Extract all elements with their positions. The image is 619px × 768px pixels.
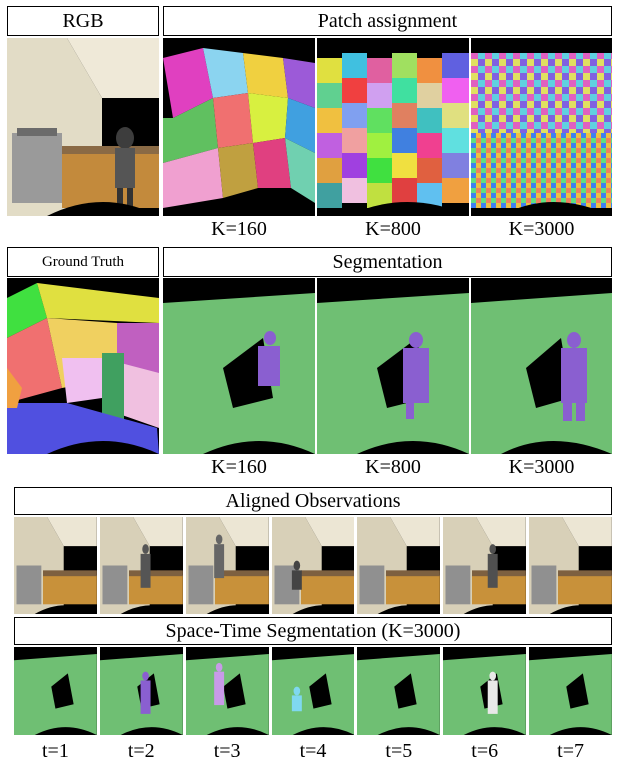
seg-k3000-label: K=3000 bbox=[508, 456, 575, 478]
gt-title: Ground Truth bbox=[41, 254, 125, 270]
seg-k160-image bbox=[163, 278, 315, 454]
aligned-frame-1 bbox=[14, 517, 97, 614]
aligned-frame-5 bbox=[357, 517, 441, 614]
rgb-header: RGB bbox=[7, 6, 159, 36]
aligned-frame-3 bbox=[185, 517, 269, 614]
seg-k800-label: K=800 bbox=[365, 456, 421, 478]
spacetime-title: Space-Time Segmentation (K=3000) bbox=[165, 620, 461, 642]
time-label-4: t=4 bbox=[299, 740, 327, 762]
gt-header: Ground Truth bbox=[7, 247, 159, 277]
time-label-1: t=1 bbox=[42, 740, 69, 762]
spacetime-frame-2 bbox=[99, 647, 183, 735]
patch-title: Patch assignment bbox=[317, 10, 458, 32]
ground-truth-image bbox=[7, 278, 159, 454]
spacetime-frame-6 bbox=[443, 647, 527, 735]
spacetime-header: Space-Time Segmentation (K=3000) bbox=[14, 617, 612, 645]
seg-title: Segmentation bbox=[332, 251, 443, 273]
seg-k160-label: K=160 bbox=[211, 456, 267, 478]
aligned-header: Aligned Observations bbox=[14, 487, 612, 515]
patch-header: Patch assignment bbox=[163, 6, 612, 36]
spacetime-frame-4 bbox=[271, 647, 355, 735]
rgb-image bbox=[7, 38, 159, 216]
seg-k3000-image bbox=[471, 278, 612, 454]
patch-k3000-image bbox=[471, 38, 612, 216]
aligned-frame-6 bbox=[443, 517, 527, 614]
aligned-frame-4 bbox=[271, 517, 355, 614]
aligned-title: Aligned Observations bbox=[225, 490, 401, 512]
time-label-3: t=3 bbox=[213, 740, 241, 762]
patch-k800-image bbox=[317, 38, 469, 216]
time-label-5: t=5 bbox=[385, 740, 413, 762]
time-label-7: t=7 bbox=[557, 740, 584, 762]
rgb-title: RGB bbox=[62, 10, 104, 32]
patch-k160-label: K=160 bbox=[211, 218, 267, 240]
seg-k800-image bbox=[317, 278, 469, 454]
spacetime-frame-5 bbox=[357, 647, 441, 735]
seg-header: Segmentation bbox=[163, 247, 612, 277]
time-label-6: t=6 bbox=[471, 740, 499, 762]
spacetime-frame-7 bbox=[529, 647, 612, 735]
spacetime-frame-3 bbox=[185, 647, 269, 735]
aligned-frame-2 bbox=[99, 517, 183, 614]
aligned-frame-7 bbox=[529, 517, 612, 614]
spacetime-frame-1 bbox=[14, 647, 97, 735]
patch-k800-label: K=800 bbox=[365, 218, 421, 240]
patch-k3000-label: K=3000 bbox=[508, 218, 575, 240]
patch-k160-image bbox=[163, 38, 315, 216]
time-label-2: t=2 bbox=[127, 740, 155, 762]
